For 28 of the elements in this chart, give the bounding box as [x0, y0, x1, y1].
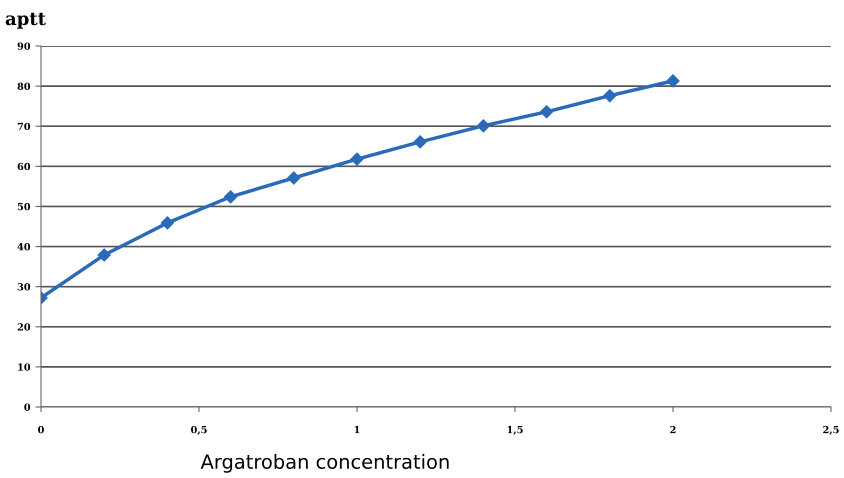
y-tick-label: 20 [18, 323, 30, 331]
point [160, 216, 174, 230]
y-tick-label: 70 [18, 122, 30, 130]
point [224, 190, 238, 204]
point [666, 74, 680, 88]
y-tick-label: 30 [18, 283, 30, 290]
y-tick-label: 90 [18, 42, 30, 50]
x-tick-label: 2,5 [823, 426, 839, 435]
y-tick-label: 0 [24, 403, 30, 411]
y-tick-label: 80 [18, 82, 30, 90]
y-axis-title: aptt [6, 12, 46, 29]
y-tick-label: 40 [17, 243, 30, 250]
point [414, 135, 427, 148]
y-tick-label: 50 [18, 202, 30, 210]
point [350, 152, 364, 166]
point [98, 248, 111, 262]
x-tick-label: 2 [670, 426, 676, 434]
y-tick-label: 10 [18, 363, 30, 371]
x-tick-label: 0 [38, 426, 44, 434]
x-tick-label: 0,5 [191, 426, 207, 435]
x-tick-label: 1 [354, 426, 360, 434]
y-tick-label: 60 [18, 162, 30, 170]
point [540, 105, 554, 118]
x-axis-title: Argatroban concentration [200, 454, 449, 473]
point [603, 89, 616, 102]
point [476, 119, 490, 132]
x-tick-label: 1,5 [508, 426, 523, 435]
point [287, 171, 300, 185]
